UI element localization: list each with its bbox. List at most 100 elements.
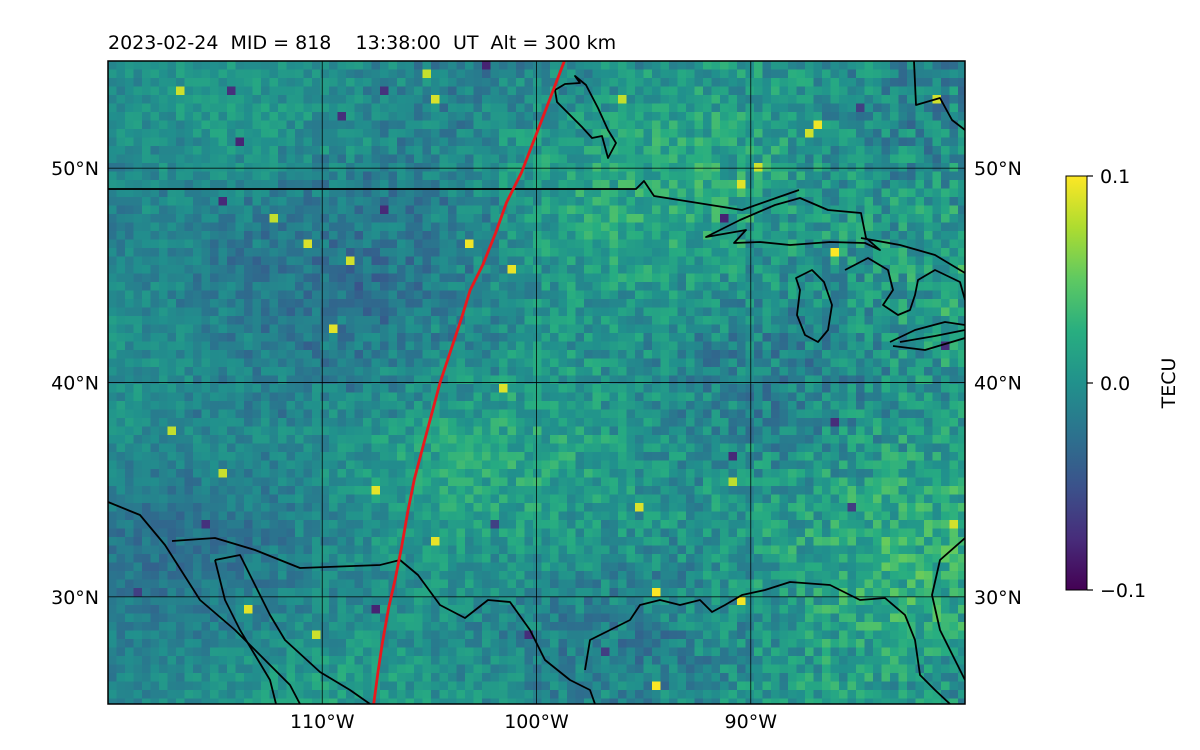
heatmap-cell	[414, 256, 424, 266]
heatmap-cell	[218, 333, 228, 343]
heatmap-cell	[550, 214, 560, 224]
heatmap-cell	[805, 367, 815, 377]
heatmap-cell	[405, 95, 415, 105]
heatmap-cell	[354, 154, 364, 164]
heatmap-cell	[201, 367, 211, 377]
heatmap-cell	[805, 231, 815, 241]
heatmap-cell	[575, 146, 585, 156]
heatmap-cell	[932, 392, 942, 402]
heatmap-cell	[414, 222, 424, 232]
heatmap-cell	[856, 307, 866, 317]
heatmap-cell	[567, 392, 577, 402]
heatmap-cell	[244, 86, 254, 96]
heatmap-cell	[184, 180, 194, 190]
heatmap-cell	[941, 188, 951, 198]
heatmap-cell	[227, 273, 237, 283]
heatmap-cell	[176, 265, 186, 275]
heatmap-cell	[422, 324, 432, 334]
heatmap-cell	[193, 435, 203, 445]
heatmap-cell	[397, 265, 407, 275]
heatmap-cell	[499, 299, 509, 309]
heatmap-cell	[482, 350, 492, 360]
heatmap-cell	[329, 299, 339, 309]
heatmap-cell	[856, 426, 866, 436]
heatmap-cell	[873, 426, 883, 436]
tec-heatmap	[108, 61, 965, 704]
heatmap-cell	[354, 384, 364, 394]
heatmap-cell	[771, 358, 781, 368]
heatmap-cell	[295, 273, 305, 283]
heatmap-cell	[958, 197, 965, 207]
heatmap-cell	[465, 333, 475, 343]
heatmap-cell	[235, 333, 245, 343]
heatmap-cell	[405, 341, 415, 351]
heatmap-cell	[864, 375, 874, 385]
heatmap-cell	[278, 180, 288, 190]
heatmap-cell	[779, 69, 789, 79]
heatmap-cell	[932, 265, 942, 275]
heatmap-cell	[405, 392, 415, 402]
heatmap-cell	[431, 171, 441, 181]
heatmap-cell	[839, 435, 849, 445]
heatmap-cell	[150, 316, 160, 326]
heatmap-cell	[567, 137, 577, 147]
heatmap-cell	[541, 69, 551, 79]
heatmap-cell	[133, 392, 143, 402]
heatmap-cell	[924, 78, 934, 88]
heatmap-cell	[388, 188, 398, 198]
heatmap-cell	[847, 333, 857, 343]
heatmap-cell	[592, 231, 602, 241]
heatmap-cell	[822, 358, 832, 368]
heatmap-cell	[201, 409, 211, 419]
heatmap-cell	[881, 197, 891, 207]
heatmap-cell	[473, 197, 483, 207]
heatmap-cell	[720, 316, 730, 326]
heatmap-cell	[210, 78, 220, 88]
heatmap-cell	[116, 435, 126, 445]
heatmap-cell	[635, 222, 645, 232]
heatmap-cell	[669, 316, 679, 326]
heatmap-cell	[609, 273, 619, 283]
heatmap-cell	[728, 163, 738, 173]
heatmap-cell	[235, 460, 245, 470]
heatmap-cell	[507, 163, 517, 173]
heatmap-cell	[541, 95, 551, 105]
heatmap-cell	[371, 333, 381, 343]
heatmap-cell	[524, 409, 534, 419]
heatmap-cell	[431, 273, 441, 283]
heatmap-cell	[371, 69, 381, 79]
heatmap-cell	[822, 282, 832, 292]
heatmap-cell	[312, 435, 322, 445]
heatmap-cell	[490, 401, 500, 411]
heatmap-cell	[235, 265, 245, 275]
heatmap-cell	[405, 188, 415, 198]
heatmap-cell	[329, 86, 339, 96]
heatmap-cell	[890, 154, 900, 164]
heatmap-cell	[941, 248, 951, 258]
heatmap-cell	[439, 112, 449, 122]
heatmap-cell	[575, 248, 585, 258]
heatmap-cell	[244, 392, 254, 402]
heatmap-cell	[116, 350, 126, 360]
heatmap-cell	[864, 129, 874, 139]
heatmap-cell	[439, 95, 449, 105]
heatmap-cell	[626, 137, 636, 147]
heatmap-cell	[941, 426, 951, 436]
heatmap-cell	[635, 146, 645, 156]
heatmap-cell	[465, 231, 475, 241]
heatmap-cell	[745, 375, 755, 385]
heatmap-cell	[116, 239, 126, 249]
heatmap-cell	[218, 129, 228, 139]
heatmap-cell	[397, 282, 407, 292]
heatmap-cell	[762, 282, 772, 292]
heatmap-cell	[142, 69, 152, 79]
heatmap-cell	[898, 256, 908, 266]
heatmap-cell	[159, 333, 169, 343]
heatmap-cell	[125, 401, 135, 411]
heatmap-cell	[116, 299, 126, 309]
heatmap-cell	[660, 103, 670, 113]
heatmap-cell	[669, 324, 679, 334]
heatmap-cell	[414, 324, 424, 334]
heatmap-cell	[354, 86, 364, 96]
heatmap-cell	[686, 333, 696, 343]
